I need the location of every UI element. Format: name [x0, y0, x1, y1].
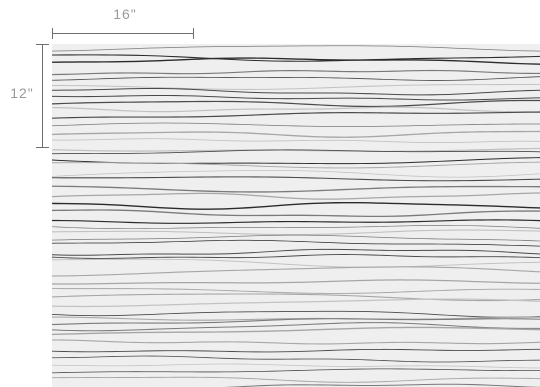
pattern-line [52, 54, 540, 62]
pattern-line [52, 201, 540, 210]
pattern-line [52, 368, 540, 374]
pattern-line [52, 130, 540, 138]
pattern-line [52, 149, 540, 155]
pattern-line [52, 288, 540, 294]
pattern-line [52, 106, 540, 113]
pattern-line [52, 87, 540, 96]
pattern-line [52, 316, 540, 321]
pattern-line [52, 219, 540, 224]
width-dimension-label: 16" [113, 6, 137, 22]
pattern-line [52, 318, 540, 326]
height-dimension-line [42, 44, 43, 148]
pattern-line [52, 122, 540, 127]
height-dimension-tick-bottom [36, 147, 49, 148]
pattern-line [52, 185, 540, 193]
pattern-line [52, 161, 540, 169]
pattern-line [52, 298, 540, 308]
pattern-line [223, 383, 540, 387]
height-dimension-tick-top [36, 44, 49, 45]
pattern-line [52, 94, 540, 101]
pattern-line [52, 76, 540, 81]
pattern-line [52, 225, 540, 230]
pattern-line [52, 279, 540, 285]
width-dimension-tick-right [193, 28, 194, 39]
pattern-line [52, 254, 540, 259]
width-dimension-tick-left [52, 28, 53, 39]
pattern-line [52, 170, 540, 178]
pattern-line [52, 248, 540, 256]
pattern-line [52, 176, 540, 182]
pattern-line [52, 99, 540, 108]
wavy-line-pattern [52, 44, 540, 387]
pattern-line [52, 293, 540, 302]
pattern-line [52, 45, 540, 52]
pattern-line [52, 355, 540, 363]
pattern-line [52, 229, 540, 236]
pattern-line [52, 69, 540, 76]
pattern-line [52, 363, 540, 369]
width-dimension-line [52, 33, 194, 34]
height-dimension-label: 12" [10, 85, 34, 101]
pattern-line [52, 322, 540, 332]
pattern-line [52, 348, 540, 353]
pattern-line [52, 138, 540, 144]
pattern-line [52, 339, 540, 345]
pattern-line [52, 57, 540, 65]
pattern-line [52, 209, 540, 218]
pattern-line [52, 266, 540, 277]
pattern-swatch [52, 44, 540, 387]
pattern-line [52, 310, 540, 318]
pattern-line [52, 376, 540, 383]
pattern-line [52, 234, 540, 242]
pattern-line [52, 83, 540, 90]
pattern-line [52, 192, 540, 200]
pattern-line [52, 111, 540, 119]
pattern-line [52, 258, 540, 268]
pattern-line [52, 147, 540, 153]
pattern-line [52, 326, 540, 336]
pattern-line [52, 239, 540, 247]
